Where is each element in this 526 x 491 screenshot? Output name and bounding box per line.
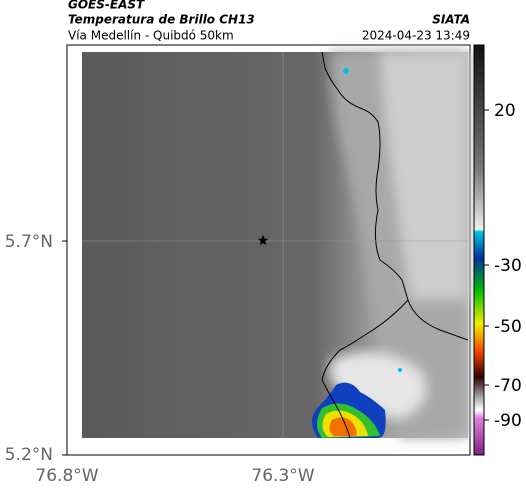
lon-label: 76.8°W	[35, 466, 98, 486]
source: SIATA	[432, 13, 470, 27]
satellite-image	[82, 51, 469, 439]
colorbar	[473, 44, 485, 456]
colorbar-label: -30	[494, 256, 522, 276]
colorbar-ticks	[484, 109, 489, 421]
title: GOES-EAST	[68, 0, 145, 12]
colorbar-label: -70	[494, 376, 522, 396]
lon-label: 76.3°W	[251, 466, 314, 486]
colorbar-label: -90	[494, 411, 522, 431]
colorbar-label: -50	[494, 317, 522, 337]
lat-label: 5.7°N	[5, 232, 53, 252]
colorbar-label: 20	[494, 101, 516, 121]
route: Vía Medellín - Quibdó 50km	[68, 29, 234, 43]
subtitle: Temperatura de Brillo CH13	[68, 13, 255, 27]
timestamp: 2024-04-23 13:49	[362, 29, 470, 43]
lat-label: 5.2°N	[5, 445, 53, 465]
